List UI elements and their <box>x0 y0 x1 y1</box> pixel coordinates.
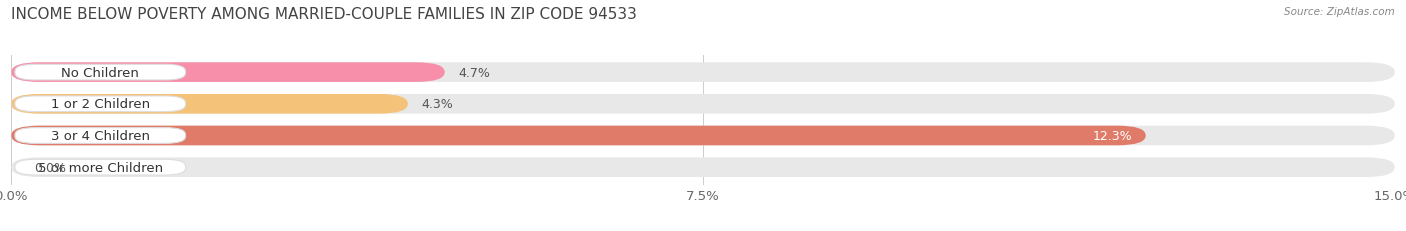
Text: Source: ZipAtlas.com: Source: ZipAtlas.com <box>1284 7 1395 17</box>
FancyBboxPatch shape <box>11 94 408 114</box>
FancyBboxPatch shape <box>15 97 186 112</box>
FancyBboxPatch shape <box>11 63 1395 82</box>
Text: No Children: No Children <box>62 66 139 79</box>
Text: INCOME BELOW POVERTY AMONG MARRIED-COUPLE FAMILIES IN ZIP CODE 94533: INCOME BELOW POVERTY AMONG MARRIED-COUPL… <box>11 7 637 22</box>
Text: 1 or 2 Children: 1 or 2 Children <box>51 98 150 111</box>
FancyBboxPatch shape <box>11 126 1146 146</box>
FancyBboxPatch shape <box>15 128 186 144</box>
FancyBboxPatch shape <box>11 94 1395 114</box>
Text: 0.0%: 0.0% <box>34 161 66 174</box>
Text: 3 or 4 Children: 3 or 4 Children <box>51 129 150 142</box>
FancyBboxPatch shape <box>11 126 1395 146</box>
Text: 5 or more Children: 5 or more Children <box>38 161 163 174</box>
Text: 4.3%: 4.3% <box>422 98 454 111</box>
FancyBboxPatch shape <box>11 63 444 82</box>
FancyBboxPatch shape <box>15 160 186 175</box>
FancyBboxPatch shape <box>11 158 1395 177</box>
Text: 4.7%: 4.7% <box>458 66 491 79</box>
FancyBboxPatch shape <box>15 65 186 81</box>
Text: 12.3%: 12.3% <box>1092 129 1132 142</box>
